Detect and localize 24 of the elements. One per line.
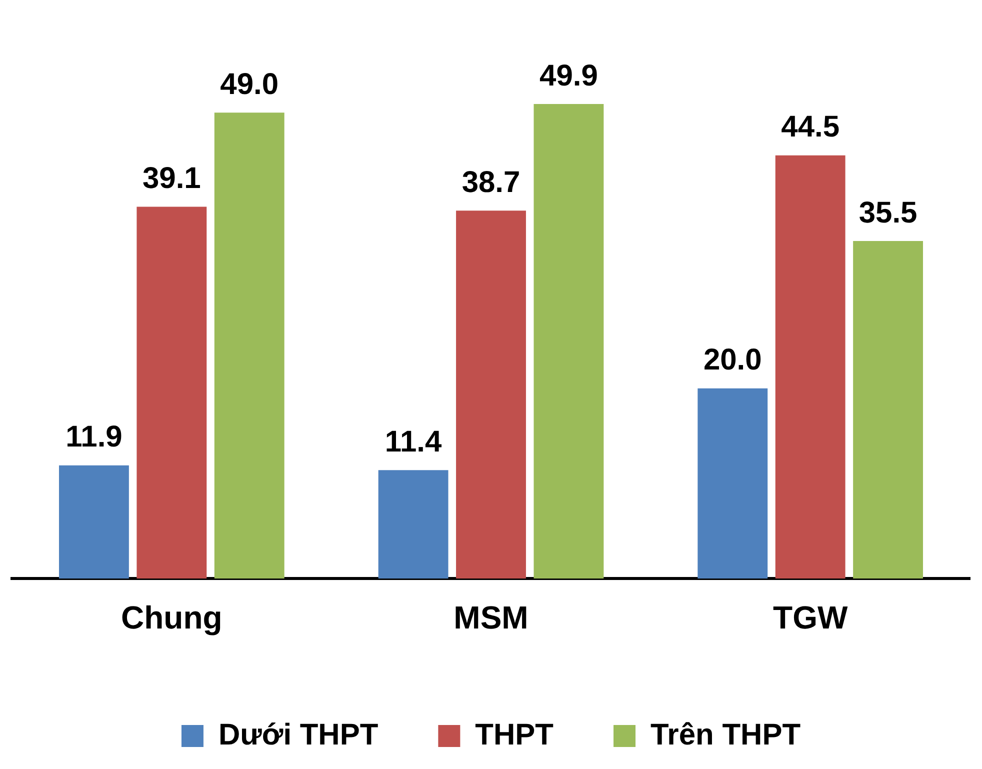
data-label: 49.9: [540, 59, 598, 92]
bar: [214, 112, 284, 579]
data-label: 11.9: [66, 420, 122, 454]
data-label: 49.0: [220, 68, 279, 101]
bar: [775, 155, 846, 579]
bar: [136, 206, 207, 579]
data-label: 44.5: [781, 110, 840, 144]
data-label: 39.1: [142, 162, 201, 196]
x-tick-label: MSM: [454, 600, 528, 636]
data-label: 35.5: [858, 196, 918, 230]
data-label: 38.7: [462, 166, 520, 199]
legend-label: Dưới THPT: [218, 718, 378, 752]
x-tick-label: TGW: [773, 600, 848, 636]
bar: [534, 104, 604, 579]
bar: [853, 240, 924, 579]
data-label: 20.0: [703, 344, 762, 377]
legend-label: THPT: [475, 718, 554, 752]
data-label: 11.4: [384, 425, 442, 458]
bar: [58, 465, 129, 579]
x-tick-label: Chung: [121, 600, 222, 636]
bar: [456, 210, 526, 579]
bar: [698, 388, 768, 579]
legend-label: Trên THPT: [650, 718, 801, 752]
bar: [378, 470, 448, 579]
